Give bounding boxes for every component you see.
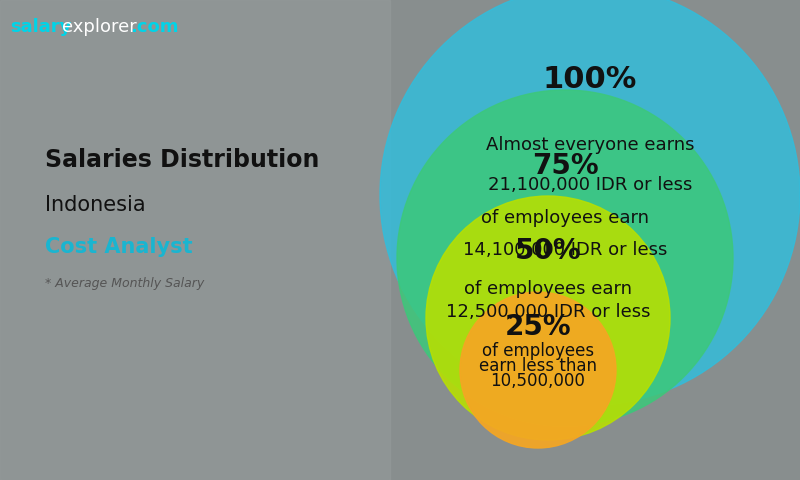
Text: earn less than: earn less than	[479, 357, 597, 375]
Text: * Average Monthly Salary: * Average Monthly Salary	[45, 276, 204, 289]
Circle shape	[397, 90, 733, 426]
Text: explorer: explorer	[62, 18, 137, 36]
Text: salary: salary	[10, 18, 71, 36]
Circle shape	[380, 0, 800, 405]
Text: Cost Analyst: Cost Analyst	[45, 237, 193, 257]
Text: 75%: 75%	[532, 152, 598, 180]
Text: 12,500,000 IDR or less: 12,500,000 IDR or less	[446, 303, 650, 321]
Text: of employees: of employees	[482, 342, 594, 360]
Circle shape	[460, 292, 616, 448]
Text: 25%: 25%	[505, 313, 571, 341]
Circle shape	[426, 196, 670, 440]
Text: Salaries Distribution: Salaries Distribution	[45, 148, 319, 172]
Text: Almost everyone earns: Almost everyone earns	[486, 136, 694, 154]
Text: .com: .com	[130, 18, 178, 36]
Text: 14,100,000 IDR or less: 14,100,000 IDR or less	[463, 241, 667, 259]
Bar	[0, 0, 390, 480]
Text: Indonesia: Indonesia	[45, 195, 146, 215]
Text: 10,500,000: 10,500,000	[490, 372, 586, 390]
Text: of employees earn: of employees earn	[464, 280, 632, 298]
Text: of employees earn: of employees earn	[481, 209, 649, 227]
Text: 50%: 50%	[514, 237, 582, 265]
Text: 100%: 100%	[543, 65, 637, 94]
Text: 21,100,000 IDR or less: 21,100,000 IDR or less	[488, 176, 692, 194]
